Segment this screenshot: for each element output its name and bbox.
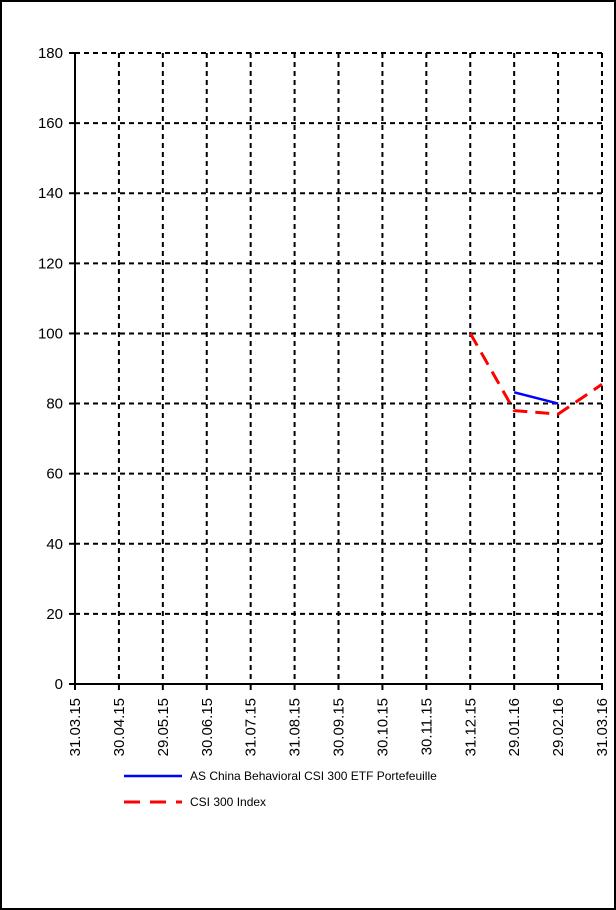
legend: AS China Behavioral CSI 300 ETF Portefeu… (124, 769, 437, 809)
y-tick-label: 40 (46, 536, 63, 553)
legend-label: CSI 300 Index (190, 795, 266, 809)
legend-label: AS China Behavioral CSI 300 ETF Portefeu… (190, 769, 437, 783)
y-tick-label: 80 (46, 396, 63, 413)
csi-300-index-line (468, 332, 603, 416)
y-axis-tick-labels: 0 20 40 60 80 100 120 140 160 180 (38, 45, 63, 693)
x-tick-label: 30.11.15 (418, 698, 435, 755)
y-tick-label: 180 (38, 45, 63, 62)
y-tick-label: 100 (38, 325, 63, 342)
series-lines (468, 332, 603, 416)
x-tick-label: 30.04.15 (111, 698, 128, 756)
x-tick-label: 31.12.15 (462, 698, 479, 756)
y-tick-label: 20 (46, 606, 63, 623)
x-tick-label: 30.06.15 (199, 698, 216, 756)
grid-lines (75, 52, 603, 684)
x-tick-label: 29.05.15 (155, 698, 172, 756)
y-tick-label: 140 (38, 185, 63, 202)
as-china-portfolio-line (513, 391, 559, 405)
x-tick-label: 31.07.15 (243, 698, 260, 756)
x-tick-label: 31.03.15 (67, 698, 84, 756)
x-axis-tick-labels: 31.03.15 30.04.15 29.05.15 30.06.15 31.07.15… (67, 698, 611, 756)
y-tick-label: 160 (38, 115, 63, 132)
axes (69, 52, 603, 690)
x-tick-label: 31.03.16 (594, 698, 611, 756)
y-tick-label: 60 (46, 466, 63, 483)
x-tick-label: 29.02.16 (550, 698, 567, 756)
x-tick-label: 31.08.15 (287, 698, 304, 756)
x-tick-label: 29.01.16 (506, 698, 523, 756)
y-tick-label: 120 (38, 255, 63, 272)
y-tick-label: 0 (55, 676, 63, 693)
x-tick-label: 30.09.15 (331, 698, 348, 756)
x-tick-label: 30.10.15 (374, 698, 391, 756)
